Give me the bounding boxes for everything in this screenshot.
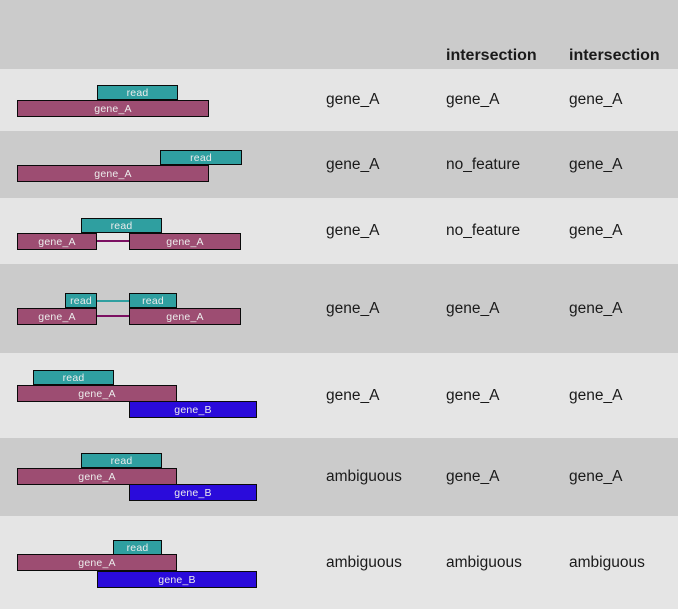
case-row-read-within-both-genes: read gene_A gene_B ambiguous ambiguous a… bbox=[0, 516, 678, 609]
result-strict: no_feature bbox=[446, 222, 521, 239]
case-row-spliced-read: read read gene_A gene_A gene_A gene_A ge… bbox=[0, 264, 678, 353]
result-union: gene_A bbox=[326, 299, 380, 317]
result-nonempty: gene_A bbox=[569, 91, 623, 108]
gene-a-exon-box: gene_A bbox=[17, 308, 97, 325]
gene-a-exon-box: gene_A bbox=[129, 233, 241, 250]
column-header-line: intersection bbox=[446, 47, 537, 64]
gene-b-box: gene_B bbox=[129, 401, 257, 418]
result-nonempty: gene_A bbox=[569, 222, 623, 239]
header-row: union intersection _strict intersection … bbox=[0, 0, 678, 115]
result-nonempty: gene_A bbox=[569, 299, 623, 317]
read-segment-box: read bbox=[129, 293, 177, 308]
result-strict: gene_A bbox=[446, 91, 500, 108]
gene-a-exon-box: gene_A bbox=[129, 308, 241, 325]
case-row-read-within-gene: read gene_A gene_A gene_A gene_A bbox=[0, 69, 678, 131]
intron-connector-line bbox=[95, 315, 131, 317]
result-strict: no_feature bbox=[446, 155, 521, 173]
read-segment-box: read bbox=[65, 293, 97, 308]
case-row-read-overhangs-gene: read gene_A gene_A no_feature gene_A bbox=[0, 131, 678, 198]
read-box: read bbox=[33, 370, 114, 385]
read-box: read bbox=[81, 453, 162, 468]
result-strict: ambiguous bbox=[446, 553, 522, 571]
result-union: ambiguous bbox=[326, 553, 402, 571]
read-box: read bbox=[113, 540, 162, 555]
result-union: gene_A bbox=[326, 222, 380, 239]
result-strict: gene_A bbox=[446, 299, 500, 317]
result-strict: gene_A bbox=[446, 386, 500, 404]
result-nonempty: ambiguous bbox=[569, 553, 645, 571]
gene-a-box: gene_A bbox=[17, 554, 177, 571]
case-row-read-over-gene-a-and-b-partial: read gene_A gene_B ambiguous gene_A gene… bbox=[0, 438, 678, 516]
result-union: gene_A bbox=[326, 91, 380, 108]
result-nonempty: gene_A bbox=[569, 468, 623, 485]
result-nonempty: gene_A bbox=[569, 155, 623, 173]
gene-b-box: gene_B bbox=[129, 484, 257, 501]
column-header-line: intersection bbox=[569, 47, 660, 64]
result-union: ambiguous bbox=[326, 468, 402, 485]
gene-b-box: gene_B bbox=[97, 571, 257, 588]
gene-a-box: gene_A bbox=[17, 100, 209, 117]
case-row-read-in-gene-a-near-gene-b: read gene_A gene_B gene_A gene_A gene_A bbox=[0, 353, 678, 438]
result-union: gene_A bbox=[326, 386, 380, 404]
result-nonempty: gene_A bbox=[569, 386, 623, 404]
intron-connector-line bbox=[95, 240, 131, 242]
read-box: read bbox=[81, 218, 162, 233]
gene-a-exon-box: gene_A bbox=[17, 233, 97, 250]
column-header-line bbox=[326, 47, 370, 64]
gene-a-box: gene_A bbox=[17, 165, 209, 182]
read-splice-connector-line bbox=[95, 300, 131, 302]
gene-a-box: gene_A bbox=[17, 468, 177, 485]
result-strict: gene_A bbox=[446, 468, 500, 485]
result-union: gene_A bbox=[326, 155, 380, 173]
gene-a-box: gene_A bbox=[17, 385, 177, 402]
read-box: read bbox=[97, 85, 178, 100]
read-box: read bbox=[160, 150, 242, 165]
case-row-read-spans-intron: read gene_A gene_A gene_A no_feature gen… bbox=[0, 198, 678, 264]
